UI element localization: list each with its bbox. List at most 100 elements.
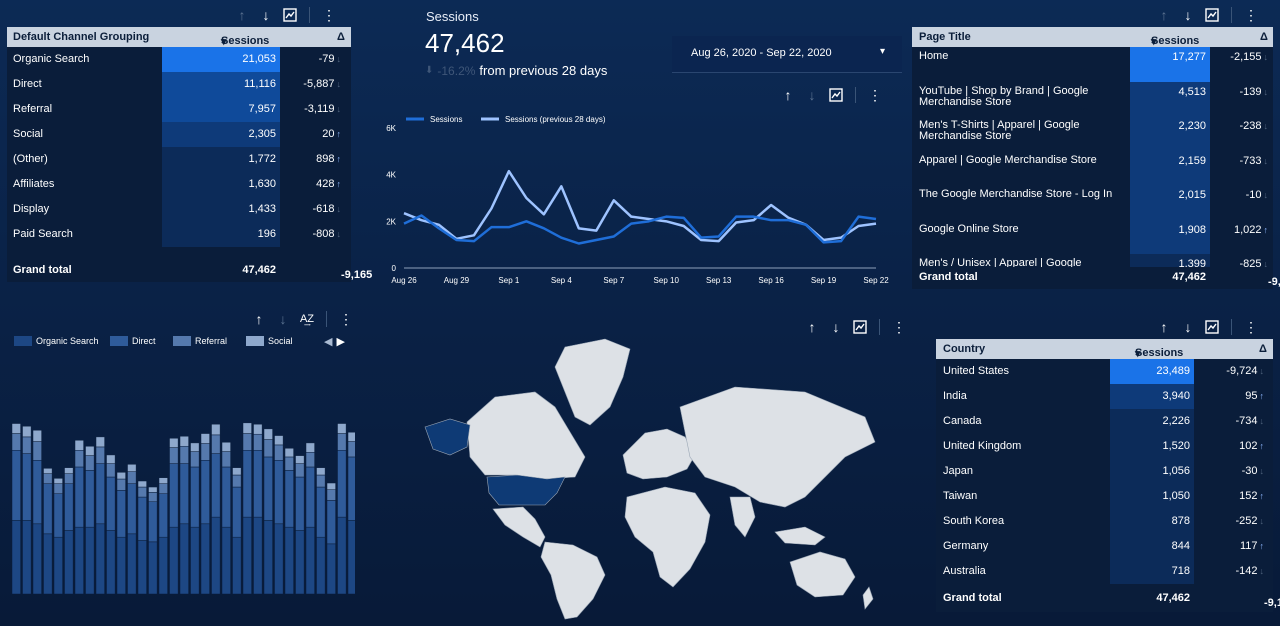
table-row[interactable]: United States 23,489 -9,724 ↓	[936, 359, 1273, 384]
stack-segment-referral[interactable]	[85, 455, 95, 471]
stack-segment-social[interactable]	[179, 435, 189, 447]
stack-segment-social[interactable]	[274, 435, 284, 446]
stack-segment-referral[interactable]	[158, 483, 168, 494]
chart-settings-icon[interactable]	[827, 86, 845, 104]
stack-segment-social[interactable]	[263, 428, 273, 440]
stack-segment-organic-search[interactable]	[200, 523, 210, 595]
stack-segment-direct[interactable]	[169, 463, 179, 528]
arrow-down-icon[interactable]: ↓	[279, 311, 287, 327]
stack-segment-direct[interactable]	[53, 493, 63, 538]
stack-segment-organic-search[interactable]	[22, 520, 32, 595]
stack-segment-organic-search[interactable]	[74, 526, 84, 595]
stack-segment-direct[interactable]	[106, 476, 116, 531]
legend-organic[interactable]: Organic Search	[14, 336, 99, 346]
arrow-down-icon[interactable]: ↓	[808, 87, 816, 103]
table-row[interactable]: Social 2,305 20 ↑	[7, 122, 351, 147]
stack-segment-social[interactable]	[148, 486, 158, 493]
stack-segment-referral[interactable]	[137, 486, 147, 498]
chart-settings-icon[interactable]	[1203, 6, 1221, 24]
stack-segment-direct[interactable]	[158, 493, 168, 538]
stack-segment-organic-search[interactable]	[316, 536, 326, 595]
stack-segment-direct[interactable]	[242, 450, 252, 518]
stack-segment-referral[interactable]	[347, 441, 355, 458]
more-vert-icon[interactable]: ⋮	[339, 310, 353, 327]
stack-segment-direct[interactable]	[32, 460, 42, 525]
stack-segment-referral[interactable]	[274, 444, 284, 461]
stack-segment-referral[interactable]	[295, 463, 305, 478]
stack-segment-social[interactable]	[211, 423, 221, 436]
stack-segment-direct[interactable]	[127, 483, 137, 535]
stack-segment-social[interactable]	[158, 477, 168, 484]
world-map[interactable]	[405, 337, 885, 622]
legend-referral[interactable]: Referral	[173, 336, 227, 346]
stack-segment-referral[interactable]	[169, 447, 179, 464]
stack-segment-direct[interactable]	[179, 463, 189, 525]
stack-segment-organic-search[interactable]	[53, 536, 63, 595]
stack-segment-direct[interactable]	[116, 490, 126, 538]
stack-segment-direct[interactable]	[137, 496, 147, 541]
stack-segment-referral[interactable]	[211, 434, 221, 454]
stack-segment-organic-search[interactable]	[116, 536, 126, 595]
stack-segment-referral[interactable]	[232, 474, 242, 488]
table-row[interactable]: Canada 2,226 -734 ↓	[936, 409, 1273, 434]
stack-segment-organic-search[interactable]	[347, 520, 355, 595]
table-row[interactable]: Home 17,277 -2,155 ↓	[912, 47, 1273, 82]
stack-segment-referral[interactable]	[253, 433, 263, 451]
stack-segment-direct[interactable]	[11, 450, 21, 521]
table-row[interactable]: Organic Search 21,053 -79 ↓	[7, 47, 351, 72]
stack-segment-organic-search[interactable]	[95, 523, 105, 595]
stack-segment-social[interactable]	[169, 437, 179, 448]
stack-segment-organic-search[interactable]	[242, 516, 252, 595]
stack-segment-social[interactable]	[305, 442, 315, 453]
stack-segment-referral[interactable]	[95, 446, 105, 464]
stack-segment-social[interactable]	[53, 478, 63, 484]
stack-segment-referral[interactable]	[43, 473, 53, 484]
column-header-delta[interactable]: Δ	[337, 31, 345, 43]
next-page-icon[interactable]: ▶	[336, 336, 345, 348]
column-header-channel[interactable]: Default Channel Grouping	[13, 31, 150, 43]
stack-segment-social[interactable]	[200, 433, 210, 444]
stack-segment-organic-search[interactable]	[158, 536, 168, 595]
stack-segment-referral[interactable]	[200, 443, 210, 461]
stack-segment-social[interactable]	[74, 439, 84, 451]
legend-label[interactable]: Sessions	[430, 115, 462, 124]
stack-segment-referral[interactable]	[53, 483, 63, 494]
stack-segment-referral[interactable]	[316, 474, 326, 488]
table-row[interactable]: India 3,940 95 ↑	[936, 384, 1273, 409]
stack-segment-social[interactable]	[295, 455, 305, 464]
table-row[interactable]: (Other) 1,772 898 ↑	[7, 147, 351, 172]
stack-segment-referral[interactable]	[32, 441, 42, 461]
stack-segment-social[interactable]	[253, 423, 263, 435]
column-header-country[interactable]: Country	[943, 343, 986, 355]
stack-segment-organic-search[interactable]	[179, 523, 189, 595]
stack-segment-organic-search[interactable]	[263, 520, 273, 595]
stack-segment-direct[interactable]	[148, 501, 158, 543]
legend-social[interactable]: Social	[246, 336, 293, 346]
stack-segment-direct[interactable]	[347, 456, 355, 521]
stack-segment-referral[interactable]	[106, 463, 116, 478]
table-row[interactable]: The Google Merchandise Store - Log In 2,0…	[912, 185, 1273, 220]
table-row[interactable]: Germany 844 117 ↑	[936, 534, 1273, 559]
series-line-sessions[interactable]	[403, 214, 877, 245]
chart-settings-icon[interactable]	[851, 318, 869, 336]
stack-segment-direct[interactable]	[232, 486, 242, 538]
arrow-up-icon[interactable]: ↑	[255, 311, 263, 327]
table-row[interactable]: Referral 7,957 -3,119 ↓	[7, 97, 351, 122]
stack-segment-organic-search[interactable]	[190, 526, 200, 595]
column-header-delta[interactable]: Δ	[1260, 31, 1268, 43]
stack-segment-referral[interactable]	[337, 433, 347, 451]
stack-segment-organic-search[interactable]	[137, 540, 147, 595]
stack-segment-organic-search[interactable]	[127, 533, 137, 595]
stack-segment-social[interactable]	[232, 467, 242, 476]
stack-segment-direct[interactable]	[284, 470, 294, 528]
more-vert-icon[interactable]: ⋮	[892, 318, 906, 335]
stack-segment-social[interactable]	[242, 422, 252, 434]
stack-segment-social[interactable]	[11, 423, 21, 434]
stack-segment-organic-search[interactable]	[43, 533, 53, 595]
arrow-up-icon[interactable]: ↑	[784, 87, 792, 103]
stack-segment-organic-search[interactable]	[284, 526, 294, 595]
chart-settings-icon[interactable]	[1203, 318, 1221, 336]
stack-segment-organic-search[interactable]	[32, 523, 42, 595]
stack-segment-organic-search[interactable]	[326, 543, 336, 595]
stack-segment-social[interactable]	[190, 442, 200, 452]
